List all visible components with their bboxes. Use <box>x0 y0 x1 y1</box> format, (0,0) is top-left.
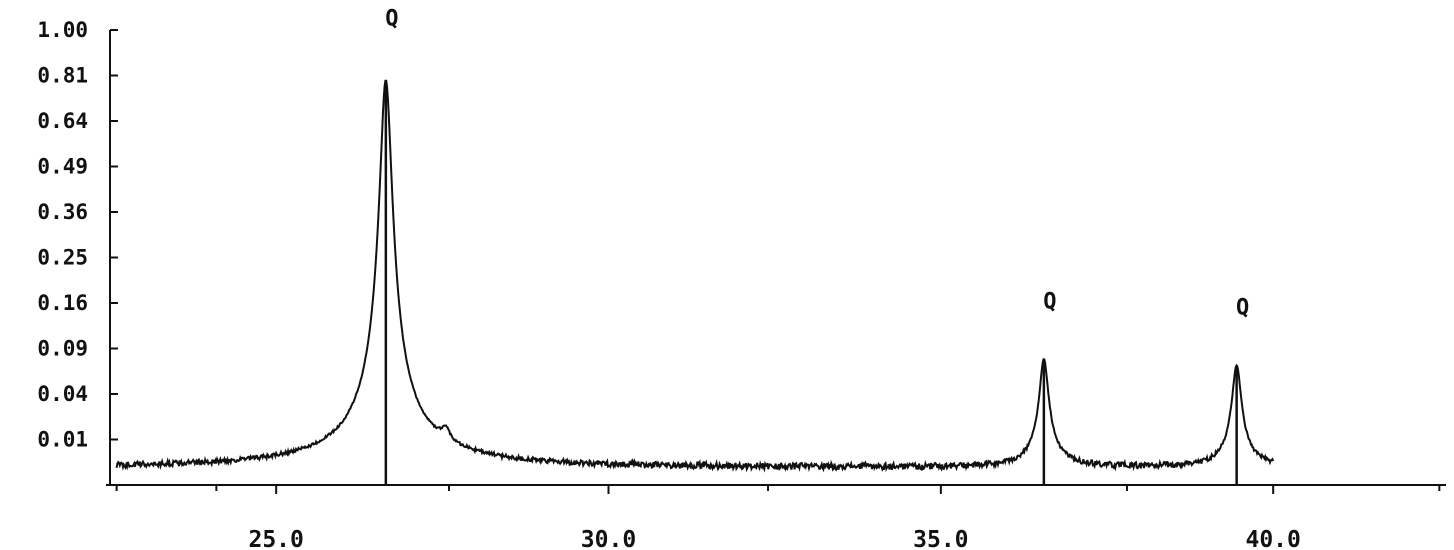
y-tick-label: 0.04 <box>37 382 88 406</box>
diffraction-trace <box>115 79 1275 473</box>
x-tick-label: 30.0 <box>581 527 636 550</box>
peak-label: Q <box>1236 295 1249 320</box>
x-tick-label: 35.0 <box>913 527 968 550</box>
y-tick-label: 0.36 <box>37 200 88 224</box>
y-tick-label: 0.09 <box>37 337 88 361</box>
y-tick-label: 0.81 <box>37 64 88 88</box>
peak-layer: Q Q Q <box>384 7 1249 485</box>
y-tick-label: 0.25 <box>37 246 88 270</box>
y-tick-label: 0.01 <box>37 428 88 452</box>
series-layer <box>115 79 1275 473</box>
y-tick-label: 0.64 <box>37 109 88 133</box>
y-axis: 1.00 0.81 0.64 0.49 0.36 0.25 0.16 0.09 0.04 0.01 <box>37 18 118 485</box>
x-tick-label: 40.0 <box>1245 527 1300 550</box>
peak-label: Q <box>1043 289 1056 314</box>
y-tick-label: 0.16 <box>37 291 88 315</box>
x-axis: 25.0 30.0 35.0 40.0 <box>106 484 1446 550</box>
x-tick-label: 25.0 <box>248 527 303 550</box>
peak-label: Q <box>385 7 398 32</box>
y-tick-label: 1.00 <box>37 18 88 42</box>
y-tick-label: 0.49 <box>37 155 88 179</box>
